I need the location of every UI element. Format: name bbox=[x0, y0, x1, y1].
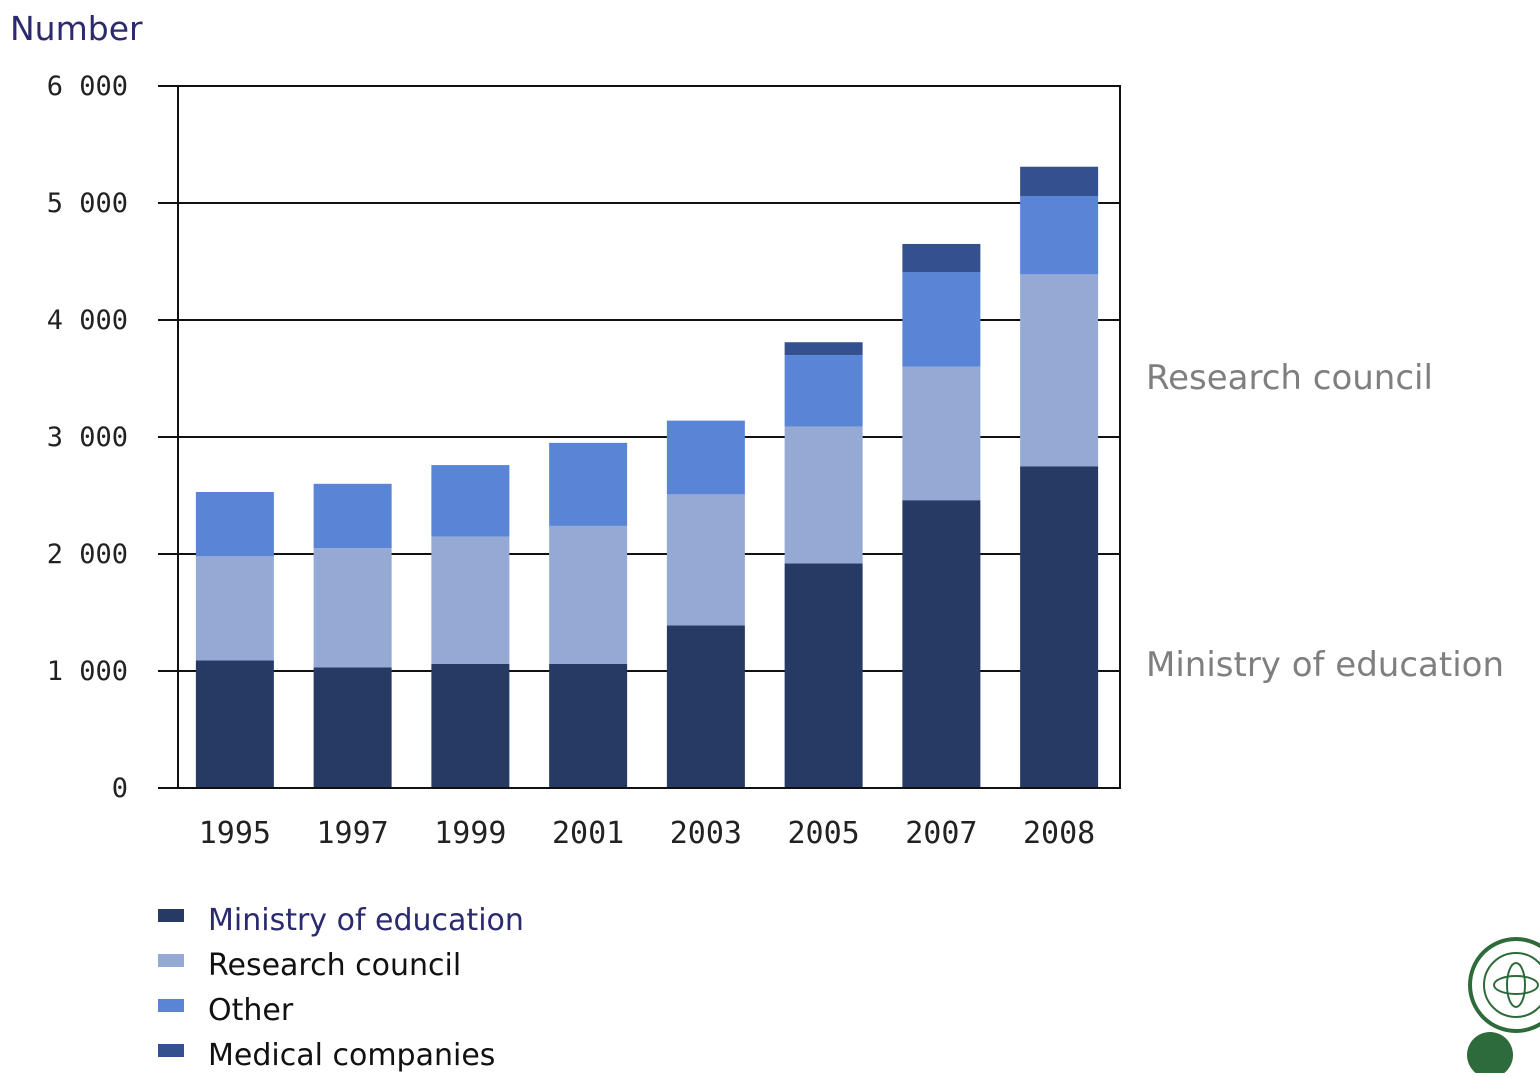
bar-segment bbox=[902, 272, 981, 367]
bar-segment bbox=[431, 536, 510, 664]
bar-segment bbox=[195, 660, 274, 788]
seal-orbit bbox=[1493, 975, 1539, 995]
bars bbox=[195, 166, 1099, 788]
legend-item-medical-companies: Medical companies bbox=[158, 1033, 524, 1078]
y-tick-label: 3 000 bbox=[47, 422, 128, 453]
bar-segment bbox=[1020, 166, 1099, 196]
bar-segment bbox=[902, 500, 981, 788]
x-tick-label: 2007 bbox=[905, 816, 977, 851]
bar-segment bbox=[431, 663, 510, 788]
legend-swatch bbox=[158, 909, 184, 922]
seal-inner-ring bbox=[1483, 952, 1540, 1018]
bar-segment bbox=[902, 366, 981, 501]
bar-segment bbox=[1020, 274, 1099, 467]
y-tick-label: 1 000 bbox=[47, 656, 128, 687]
bar-segment bbox=[784, 355, 863, 427]
x-tick-labels: 1995 1997 1999 2001 2003 2005 2007 2008 bbox=[199, 816, 1096, 851]
legend-label: Research council bbox=[208, 948, 462, 983]
y-axis-label: Number bbox=[10, 9, 143, 48]
bar-segment bbox=[313, 483, 392, 549]
legend-label: Ministry of education bbox=[208, 903, 524, 938]
bar-segment bbox=[784, 342, 863, 356]
seal-ring bbox=[1468, 937, 1540, 1033]
y-tick-label: 0 bbox=[112, 773, 128, 804]
y-tick-labels: 0 1 000 2 000 3 000 4 000 5 000 6 000 bbox=[47, 71, 128, 804]
bar-segment bbox=[1020, 195, 1099, 275]
bar-segment bbox=[313, 667, 392, 788]
bar-segment bbox=[431, 465, 510, 537]
y-tick-label: 5 000 bbox=[47, 188, 128, 219]
seal-orbit bbox=[1506, 962, 1526, 1008]
legend-swatch bbox=[158, 1044, 184, 1057]
x-tick-label: 2008 bbox=[1023, 816, 1095, 851]
y-tick-label: 2 000 bbox=[47, 539, 128, 570]
legend-item-other: Other bbox=[158, 988, 524, 1033]
plot-frame bbox=[177, 85, 1121, 789]
annotation-ministry-of-education: Ministry of education bbox=[1146, 645, 1504, 685]
legend-swatch bbox=[158, 999, 184, 1012]
university-seal-logo bbox=[1467, 937, 1540, 1073]
bar-segment bbox=[666, 625, 745, 788]
bar-segment bbox=[195, 491, 274, 557]
legend-swatch bbox=[158, 954, 184, 967]
bar-segment bbox=[549, 442, 628, 526]
bar-segment bbox=[902, 243, 981, 273]
y-tick-label: 4 000 bbox=[47, 305, 128, 336]
legend-label: Other bbox=[208, 993, 294, 1028]
legend-item-ministry-of-education: Ministry of education bbox=[158, 898, 524, 943]
x-tick-label: 2005 bbox=[788, 816, 860, 851]
annotation-research-council: Research council bbox=[1146, 358, 1433, 398]
bar-segment bbox=[784, 426, 863, 564]
bar-segment bbox=[549, 525, 628, 664]
legend-item-research-council: Research council bbox=[158, 943, 524, 988]
bar-segment bbox=[784, 563, 863, 788]
x-tick-label: 2003 bbox=[670, 816, 742, 851]
x-tick-label: 1995 bbox=[199, 816, 271, 851]
bar-segment bbox=[313, 548, 392, 668]
bar-segment bbox=[1020, 466, 1099, 788]
legend-label: Medical companies bbox=[208, 1038, 496, 1073]
bar-segment bbox=[666, 494, 745, 626]
bar-segment bbox=[195, 556, 274, 661]
y-tick-label: 6 000 bbox=[47, 71, 128, 102]
green-dot bbox=[1467, 1032, 1513, 1073]
bar-segment bbox=[666, 420, 745, 495]
x-tick-label: 1997 bbox=[317, 816, 389, 851]
bar-segment bbox=[549, 663, 628, 788]
x-tick-label: 1999 bbox=[434, 816, 506, 851]
legend: Ministry of education Research council O… bbox=[158, 898, 524, 1078]
x-tick-label: 2001 bbox=[552, 816, 624, 851]
